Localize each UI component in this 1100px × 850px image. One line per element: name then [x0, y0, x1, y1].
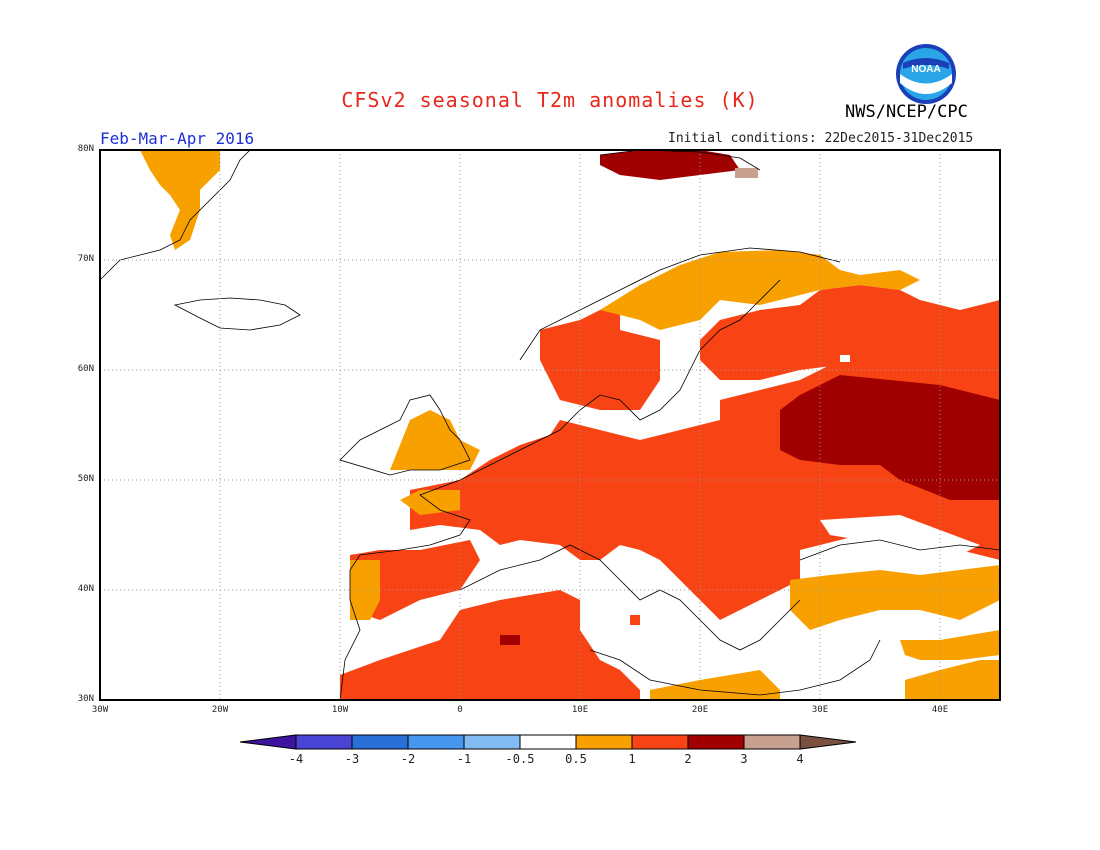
anomaly-0-5-1-region [650, 670, 780, 700]
lon-label: 30E [811, 705, 829, 715]
legend-swatch [239, 734, 297, 750]
lon-label: 0 [457, 705, 463, 715]
period-label: Feb-Mar-Apr 2016 [100, 129, 255, 148]
legend-swatch [743, 734, 801, 750]
lat-label: 80N [77, 144, 94, 154]
anomaly-1-2-region [340, 590, 640, 700]
legend-swatch [295, 734, 353, 750]
anomaly-2-3-region [500, 635, 520, 645]
title: CFSv2 seasonal T2m anomalies (K) [341, 88, 759, 112]
lon-label: 30W [91, 705, 109, 715]
lat-label: 50N [77, 474, 94, 484]
lon-label: 40E [931, 705, 949, 715]
lon-label: 20W [211, 705, 229, 715]
legend-label: -4 [288, 752, 304, 766]
lon-label: 20E [691, 705, 709, 715]
legend-swatch [463, 734, 521, 750]
lon-label: 10E [571, 705, 589, 715]
anomaly-1-2-region [350, 540, 480, 620]
lat-label: 30N [77, 694, 94, 704]
legend-swatch [799, 734, 857, 750]
anomaly-0-5-1-region [600, 250, 920, 330]
anomaly-0-5-1-region [900, 630, 1000, 660]
anomaly-0-5-1-region [790, 565, 1000, 630]
anomaly-2-3-region [780, 375, 1000, 500]
map-frame [99, 149, 1001, 701]
agency-label: NWS/NCEP/CPC [845, 102, 968, 122]
anomaly-0-5-1-region [140, 150, 220, 250]
anomaly-1-2-region [700, 285, 1000, 380]
coastlines [99, 149, 1001, 701]
lon-label: 10W [331, 705, 349, 715]
legend-swatch [575, 734, 633, 750]
noaa-logo: NOAA [896, 44, 956, 104]
legend-label: -1 [456, 752, 472, 766]
legend-swatch [631, 734, 689, 750]
legend-label: -3 [344, 752, 360, 766]
legend-label: 4 [796, 752, 804, 766]
no-anomaly-patch [820, 515, 980, 555]
no-anomaly-patch [840, 355, 850, 362]
legend-label: 0.5 [565, 752, 587, 766]
anomaly-1-2-region [630, 615, 640, 625]
legend-label: -2 [400, 752, 416, 766]
logo-text: NOAA [911, 64, 940, 75]
legend-label: -0.5 [505, 752, 535, 766]
anomaly-1-2-region [540, 300, 660, 410]
anomaly-3-4-region [735, 168, 758, 178]
legend-swatch [687, 734, 745, 750]
legend-swatch [351, 734, 409, 750]
anomaly-regions [140, 150, 1000, 700]
legend-label: 3 [740, 752, 748, 766]
legend-label: 1 [628, 752, 636, 766]
legend-swatch [407, 734, 465, 750]
lat-label: 40N [77, 584, 94, 594]
anomaly-0-5-1-region [905, 660, 1000, 700]
initial-conditions-label: Initial conditions: 22Dec2015-31Dec2015 [668, 131, 974, 146]
lat-label: 60N [77, 364, 94, 374]
anomaly-2-3-region [600, 150, 740, 180]
anomaly-0-5-1-region [390, 410, 480, 470]
legend-swatch [519, 734, 577, 750]
lat-label: 70N [77, 254, 94, 264]
legend-label: 2 [684, 752, 692, 766]
